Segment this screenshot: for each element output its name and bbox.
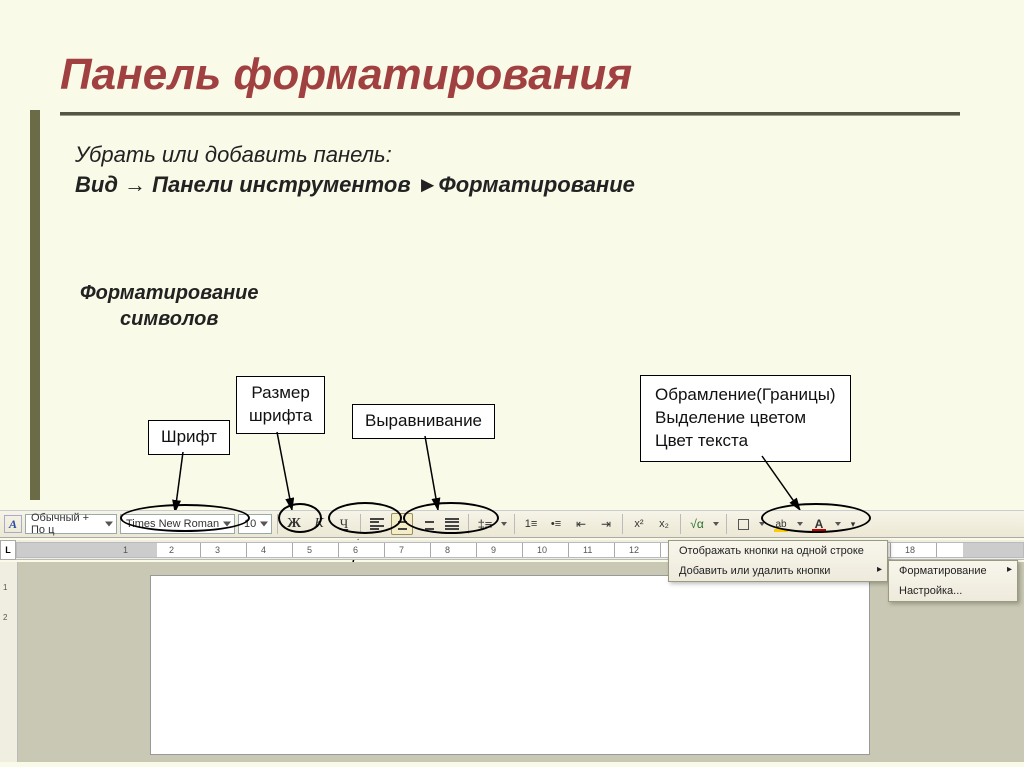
separator xyxy=(622,514,623,534)
borders-button[interactable] xyxy=(732,513,754,535)
menu-item-add-remove[interactable]: Добавить или удалить кнопки xyxy=(669,561,887,581)
callout-right-group: Обрамление(Границы) Выделение цветом Цве… xyxy=(640,375,851,462)
indent-button[interactable]: ⇥ xyxy=(595,513,617,535)
menu-add-remove-sub: Форматирование Настройка... xyxy=(888,560,1018,602)
highlight-icon: ab xyxy=(775,519,786,530)
bulleted-list-icon: •≡ xyxy=(551,518,561,530)
bold-button[interactable]: Ж xyxy=(283,513,305,535)
highlight-button[interactable]: ab xyxy=(770,513,792,535)
subscript-icon: x₂ xyxy=(659,518,669,530)
callout-font-size-l2: шрифта xyxy=(249,406,312,425)
ruler-number: 12 xyxy=(629,545,639,555)
equation-dropdown[interactable] xyxy=(711,513,721,535)
subtitle-line1: Убрать или добавить панель: xyxy=(75,142,392,167)
border-color-bar xyxy=(736,529,750,532)
separator xyxy=(514,514,515,534)
ruler-number: 3 xyxy=(215,545,220,555)
ruler-number: 5 xyxy=(307,545,312,555)
align-right-icon xyxy=(420,518,434,530)
font-color-bar xyxy=(812,529,826,532)
ruler-number: 2 xyxy=(169,545,174,555)
menu-item-one-row[interactable]: Отображать кнопки на одной строке xyxy=(669,541,887,561)
font-combo[interactable]: Times New Roman xyxy=(120,514,235,534)
outdent-button[interactable]: ⇤ xyxy=(570,513,592,535)
separator xyxy=(726,514,727,534)
vertical-ruler: 12 xyxy=(0,562,18,762)
superscript-button[interactable]: x² xyxy=(628,513,650,535)
menu-item-customize[interactable]: Настройка... xyxy=(889,581,1017,601)
outdent-icon: ⇤ xyxy=(576,517,586,531)
callout-font: Шрифт xyxy=(148,420,230,455)
font-size-combo[interactable]: 10 xyxy=(238,514,272,534)
numbered-list-icon: 1≡ xyxy=(525,518,538,530)
ruler-number: 18 xyxy=(905,545,915,555)
subscript-button[interactable]: x₂ xyxy=(653,513,675,535)
callout-alignment: Выравнивание xyxy=(352,404,495,439)
subtitle: Убрать или добавить панель: Вид → Панели… xyxy=(75,140,635,199)
ruler-number: 6 xyxy=(353,545,358,555)
ruler-number: 1 xyxy=(123,545,128,555)
align-left-button[interactable] xyxy=(366,513,388,535)
ruler-number: 11 xyxy=(583,545,592,555)
equation-icon: √α xyxy=(690,517,704,531)
separator xyxy=(468,514,469,534)
bulleted-list-button[interactable]: •≡ xyxy=(545,513,567,535)
italic-icon: К xyxy=(314,516,323,532)
options-icon: ▾ xyxy=(851,519,856,530)
italic-button[interactable]: К xyxy=(308,513,330,535)
callout-font-size: Размер шрифта xyxy=(236,376,325,434)
underline-icon: Ч xyxy=(340,516,348,532)
equation-button[interactable]: √α xyxy=(686,513,708,535)
accent-bar xyxy=(30,110,40,500)
borders-icon xyxy=(738,519,749,530)
slide-title: Панель форматирования xyxy=(60,50,632,100)
highlight-dropdown[interactable] xyxy=(795,513,805,535)
font-color-dropdown[interactable] xyxy=(833,513,843,535)
align-justify-button[interactable] xyxy=(441,513,463,535)
ruler-margin-right xyxy=(963,543,1023,557)
separator xyxy=(360,514,361,534)
separator xyxy=(277,514,278,534)
align-justify-icon xyxy=(445,518,459,530)
toolbar-options-button[interactable]: ▾ xyxy=(846,513,860,535)
align-right-button[interactable] xyxy=(416,513,438,535)
ruler-number: 10 xyxy=(537,545,547,555)
ruler-tab-selector[interactable]: L xyxy=(0,540,16,560)
line-spacing-dropdown[interactable] xyxy=(499,513,509,535)
line-spacing-button[interactable]: ‡≡ xyxy=(474,513,496,535)
separator xyxy=(680,514,681,534)
callout-borders: Обрамление(Границы) xyxy=(655,385,836,404)
numbered-list-button[interactable]: 1≡ xyxy=(520,513,542,535)
subtitle-line2: Вид → Панели инструментов ►Форматировани… xyxy=(75,172,635,197)
style-combo[interactable]: Обычный + По ц xyxy=(25,514,117,534)
callout-highlight: Выделение цветом xyxy=(655,408,806,427)
callout-text-color: Цвет текста xyxy=(655,431,748,450)
align-center-icon xyxy=(395,518,409,530)
ruler-number: 7 xyxy=(399,545,404,555)
indent-icon: ⇥ xyxy=(601,517,611,531)
ruler-margin-left xyxy=(17,543,157,557)
font-color-button[interactable]: A xyxy=(808,513,830,535)
section-label-l2: символов xyxy=(120,308,218,330)
borders-dropdown[interactable] xyxy=(757,513,767,535)
ruler-number: 8 xyxy=(445,545,450,555)
document-page[interactable] xyxy=(150,575,870,755)
bold-icon: Ж xyxy=(287,516,301,532)
formatting-toolbar: A Обычный + По ц Times New Roman 10 Ж К … xyxy=(0,510,1024,538)
title-rule xyxy=(60,112,960,116)
ruler-number: 9 xyxy=(491,545,496,555)
align-left-icon xyxy=(370,518,384,530)
style-preview-icon[interactable]: A xyxy=(4,515,22,533)
menu-toolbar-options: Отображать кнопки на одной строке Добави… xyxy=(668,540,888,582)
superscript-icon: x² xyxy=(634,518,643,530)
menu-item-formatting[interactable]: Форматирование xyxy=(889,561,1017,581)
align-center-button[interactable] xyxy=(391,513,413,535)
section-label-l1: Форматирование xyxy=(80,282,259,304)
ruler-number: 4 xyxy=(261,545,266,555)
line-spacing-icon: ‡≡ xyxy=(478,517,493,532)
underline-button[interactable]: Ч xyxy=(333,513,355,535)
callout-font-size-l1: Размер xyxy=(251,383,309,402)
section-label: Форматирование символов xyxy=(80,280,259,332)
highlight-color-bar xyxy=(774,529,788,532)
